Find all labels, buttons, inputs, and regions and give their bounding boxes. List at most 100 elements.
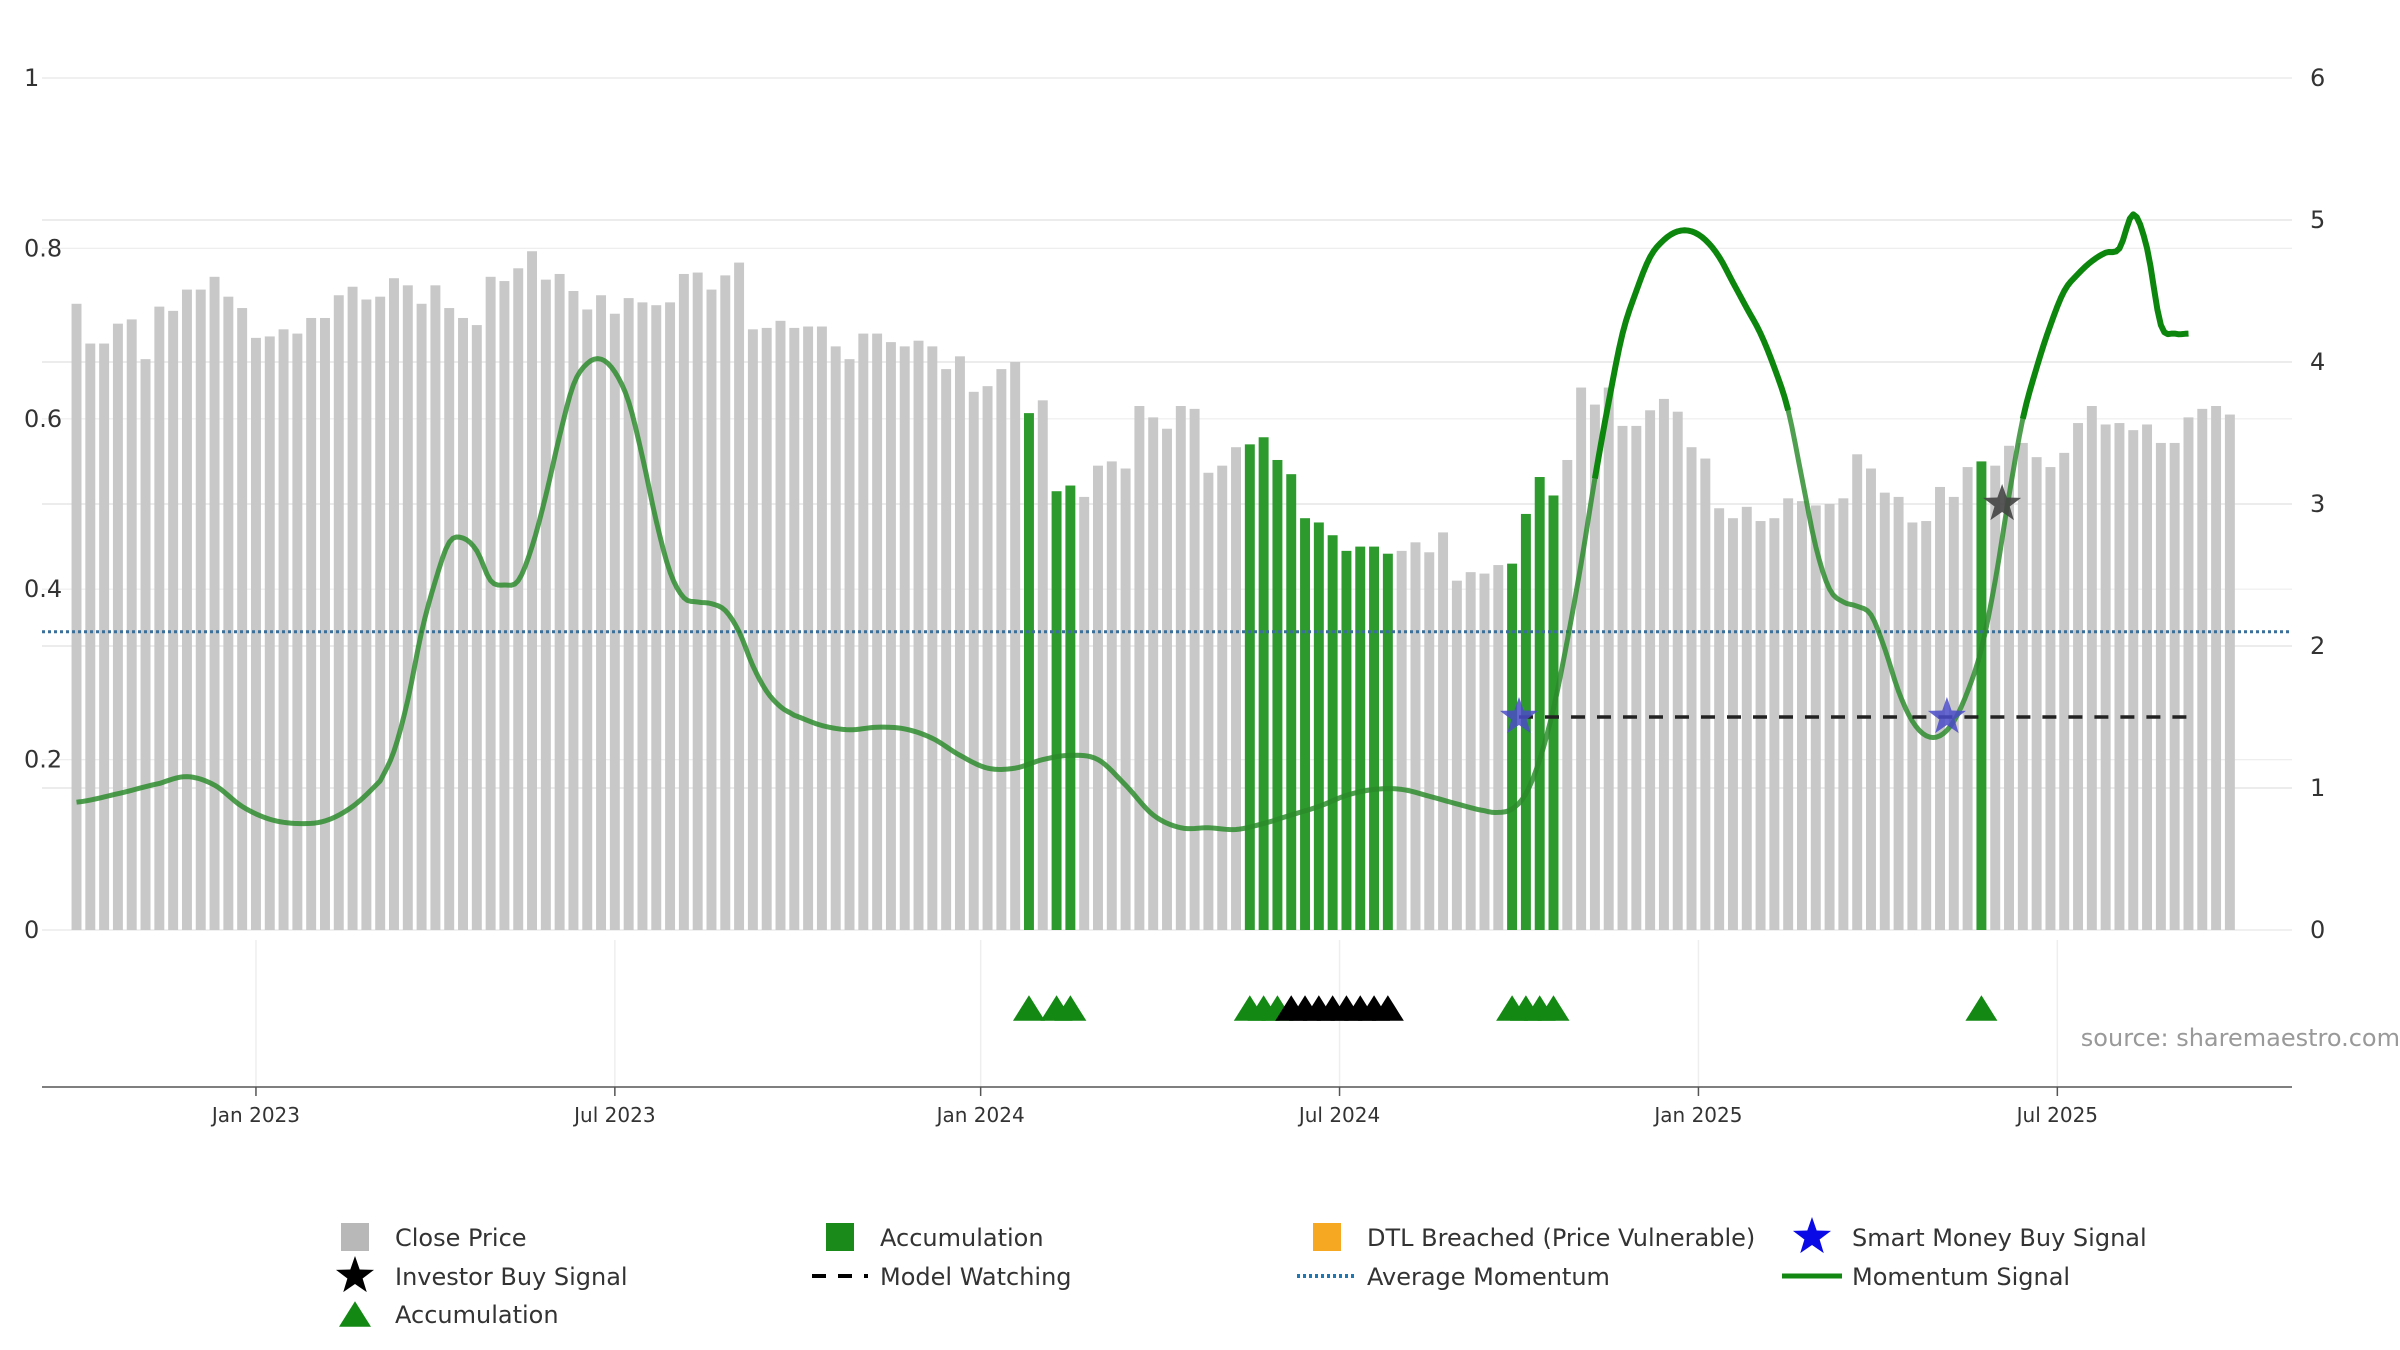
close-price-bar: [1755, 521, 1766, 930]
close-price-bar: [1879, 492, 1890, 930]
accumulation-bar: [1341, 550, 1352, 930]
close-price-bar: [1603, 387, 1614, 930]
investor-buy-star: [1983, 484, 2022, 521]
close-price-bar: [927, 346, 938, 930]
close-price-bar: [1935, 486, 1945, 930]
legend-item: Model Watching: [812, 1263, 1072, 1291]
x-axis-tick-label: Jul 2023: [572, 1103, 655, 1127]
close-price-bar: [1893, 496, 1904, 930]
close-price-bar: [1203, 472, 1214, 930]
close-price-bar: [1217, 465, 1228, 930]
close-price-bar: [250, 337, 261, 930]
close-price-bar: [1189, 408, 1200, 930]
close-price-bar: [1727, 518, 1738, 930]
close-price-bar: [1451, 580, 1462, 930]
legend-item: DTL Breached (Price Vulnerable): [1313, 1223, 1755, 1252]
close-price-bar: [292, 333, 303, 931]
close-price-bar: [1686, 447, 1697, 930]
accumulation-bar: [1313, 522, 1324, 930]
legend-item: Smart Money Buy Signal: [1792, 1217, 2147, 1254]
x-axis-tick-label: Jan 2024: [935, 1103, 1025, 1127]
legend-swatch-square: [826, 1223, 854, 1251]
close-price-bar: [761, 327, 772, 930]
close-price-bar: [1589, 404, 1600, 931]
accumulation-bar: [1369, 546, 1380, 930]
legend-item: Investor Buy Signal: [335, 1256, 628, 1293]
close-price-bar: [913, 340, 924, 930]
close-price-bar: [1093, 465, 1103, 930]
momentum-signal-strong-segment: [1591, 227, 1792, 479]
smart-money-buy-star: [1499, 697, 1539, 734]
close-price-bar: [954, 356, 965, 930]
signal-markers: [1012, 484, 2022, 1021]
close-price-bars: [71, 251, 2235, 931]
close-price-bar: [1907, 522, 1918, 930]
close-price-bar: [2045, 467, 2056, 930]
close-price-bar: [1465, 572, 1476, 930]
legend-label: Average Momentum: [1367, 1263, 1610, 1291]
left-axis-tick: 0.8: [24, 234, 62, 262]
close-price-bar: [582, 309, 593, 931]
close-price-bar: [1037, 400, 1048, 931]
close-price-bar: [1479, 573, 1490, 930]
close-price-bar: [2059, 452, 2070, 930]
close-price-bar: [1617, 425, 1628, 930]
accumulation-bar: [1051, 491, 1062, 930]
close-price-bar: [623, 298, 634, 931]
legend-item: Momentum Signal: [1782, 1263, 2070, 1291]
close-price-bar: [844, 359, 855, 930]
accumulation-bar: [1272, 459, 1283, 930]
legend-swatch-star: [1792, 1217, 1832, 1254]
close-price-bar: [99, 343, 110, 930]
close-price-bar: [1852, 454, 1863, 930]
close-price-bar: [112, 323, 123, 930]
close-price-bar: [789, 327, 800, 930]
close-price-bar: [485, 276, 496, 930]
legend-item: Accumulation: [826, 1223, 1044, 1252]
legend-label: Model Watching: [880, 1263, 1072, 1291]
close-price-bar: [720, 275, 731, 930]
close-price-bar: [1010, 362, 1021, 930]
close-price-bar: [209, 276, 220, 930]
close-price-bar: [2155, 442, 2166, 930]
close-price-bar: [444, 308, 455, 930]
close-price-bar: [2086, 406, 2097, 930]
left-axis-tick: 0.4: [24, 575, 62, 603]
legend-label: Smart Money Buy Signal: [1852, 1224, 2147, 1252]
close-price-bar: [278, 329, 289, 931]
x-axis-tick-label: Jul 2024: [1297, 1103, 1380, 1127]
close-price-bar: [416, 303, 427, 930]
source-label: source: sharemaestro.com: [2081, 1024, 2400, 1052]
close-price-bar: [2031, 457, 2042, 930]
close-price-bar: [237, 308, 248, 930]
x-axis-tick-label: Jan 2023: [210, 1103, 300, 1127]
close-price-bar: [2183, 417, 2194, 930]
close-price-bar: [1714, 508, 1725, 930]
legend-swatch-square: [341, 1223, 369, 1251]
close-price-bar: [665, 302, 676, 930]
close-price-bar: [527, 251, 537, 931]
close-price-bar: [499, 281, 510, 930]
close-price-bar: [140, 359, 151, 930]
left-axis-tick: 0.6: [24, 405, 62, 433]
accumulation-bar: [1327, 535, 1338, 930]
close-price-bar: [554, 273, 565, 931]
close-price-bar: [568, 291, 579, 930]
close-price-bar: [1562, 459, 1573, 930]
close-price-bar: [830, 346, 841, 930]
close-price-bar: [1824, 504, 1835, 930]
accumulation-bar: [1023, 413, 1034, 930]
close-price-bar: [678, 273, 689, 931]
x-axis-tick-label: Jul 2025: [2015, 1103, 2098, 1127]
close-price-bar: [1645, 410, 1656, 930]
right-axis-tick: 0: [2310, 916, 2325, 944]
accumulation-triangle: [1965, 995, 1998, 1021]
legend-label: Accumulation: [880, 1224, 1044, 1252]
legend-swatch-star: [335, 1256, 375, 1293]
investor-triangle: [1371, 995, 1404, 1021]
close-price-bar: [996, 369, 1007, 931]
accumulation-triangle: [1054, 995, 1087, 1021]
left-axis-tick: 0: [24, 916, 39, 944]
close-price-bar: [982, 386, 993, 930]
close-price-bar: [1866, 468, 1876, 930]
